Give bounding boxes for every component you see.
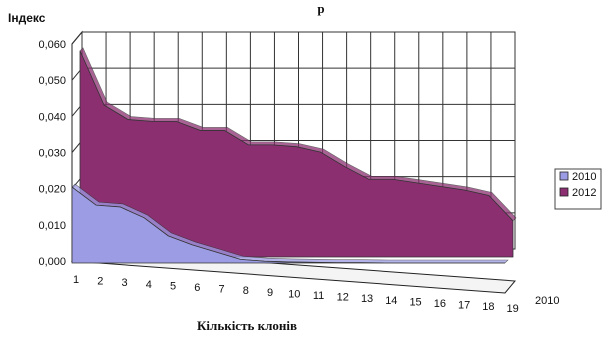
x-tick-label: 4 <box>146 279 152 291</box>
legend-swatch-2010 <box>559 171 569 181</box>
legend-swatch-2012 <box>559 187 569 197</box>
x-tick-label: 16 <box>434 298 446 310</box>
series-areas <box>71 47 517 264</box>
y-tick-label: 0,000 <box>38 256 66 268</box>
area-front-2012 <box>79 50 514 258</box>
legend: 2010 2012 <box>554 168 602 210</box>
legend-label-2010: 2010 <box>572 171 596 183</box>
x-tick-label: 7 <box>218 284 224 296</box>
y-tick-label: 0,020 <box>38 184 66 196</box>
x-tick-label: 2 <box>97 276 103 288</box>
x-tick-label: 15 <box>409 296 421 308</box>
x-tick-label: 9 <box>267 287 273 299</box>
x-tick-label: 18 <box>482 301 494 313</box>
x-tick-label: 5 <box>170 280 176 292</box>
x-tick-label: 11 <box>313 290 324 302</box>
x-tick-label: 3 <box>121 277 127 289</box>
x-tick-label: 12 <box>337 292 349 304</box>
y-axis-label: Індекс <box>8 11 46 25</box>
x-tick-label: 6 <box>194 282 200 294</box>
y-tick-label: 0,040 <box>38 111 66 123</box>
chart-title-fragment: р <box>317 1 324 16</box>
x-tick-label: 8 <box>243 285 249 297</box>
y-tick-label: 0,050 <box>38 75 66 87</box>
x-tick-label: 19 <box>506 303 518 315</box>
x-tick-label: 14 <box>385 295 397 307</box>
legend-label-2012: 2012 <box>572 187 596 199</box>
x-tick-label: 1 <box>73 274 79 286</box>
area-front-2010 <box>71 186 505 264</box>
x-tick-label: 17 <box>458 300 470 312</box>
x-tick-label: 10 <box>288 288 300 300</box>
y-tick-label: 0,030 <box>38 148 66 160</box>
x-tick-label: 13 <box>361 293 373 305</box>
area-series-2010 <box>71 183 509 264</box>
series-axis-label-2010: 2010 <box>535 295 559 307</box>
y-tick-label: 0,010 <box>38 220 66 232</box>
area-series-2012 <box>79 47 517 258</box>
gridline-side <box>71 31 83 45</box>
x-axis-label: Кількість клонів <box>197 318 297 333</box>
y-tick-label: 0,060 <box>38 39 66 51</box>
